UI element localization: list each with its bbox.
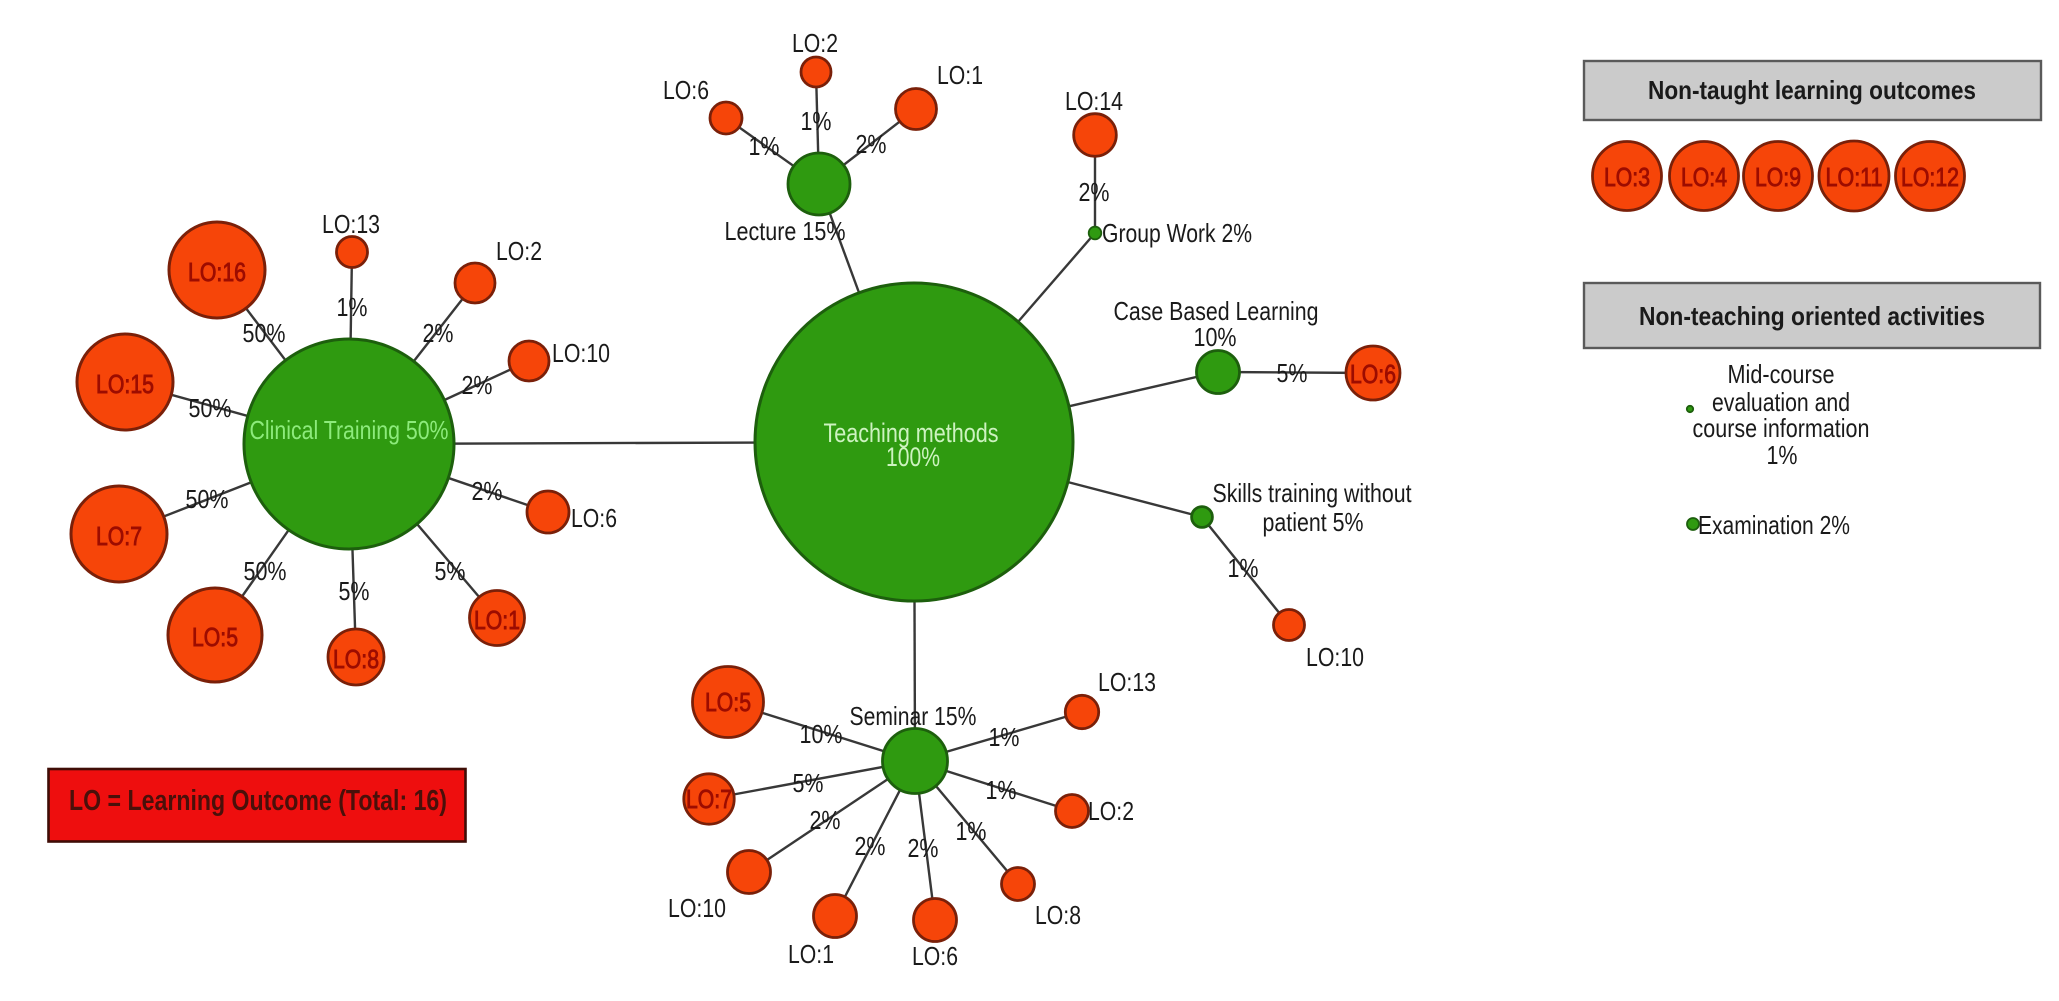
svg-text:2%: 2% xyxy=(810,805,841,835)
svg-text:LO:7: LO:7 xyxy=(96,521,142,551)
svg-text:Examination 2%: Examination 2% xyxy=(1698,510,1850,540)
svg-text:LO:8: LO:8 xyxy=(333,644,379,674)
svg-text:5%: 5% xyxy=(339,576,370,606)
svg-text:2%: 2% xyxy=(1079,177,1110,207)
svg-text:2%: 2% xyxy=(856,129,887,159)
svg-text:LO:10: LO:10 xyxy=(668,893,726,923)
svg-text:LO:13: LO:13 xyxy=(322,209,380,239)
svg-text:1%: 1% xyxy=(956,816,987,846)
svg-text:Clinical Training 50%: Clinical Training 50% xyxy=(250,415,449,445)
svg-text:LO:13: LO:13 xyxy=(1098,667,1156,697)
svg-text:LO:1: LO:1 xyxy=(474,605,520,635)
svg-text:LO:6: LO:6 xyxy=(663,75,709,105)
svg-text:LO:9: LO:9 xyxy=(1755,162,1801,192)
svg-text:2%: 2% xyxy=(908,833,939,863)
svg-text:LO:2: LO:2 xyxy=(496,236,542,266)
svg-text:50%: 50% xyxy=(186,484,229,514)
svg-text:LO:3: LO:3 xyxy=(1604,162,1650,192)
svg-text:1%: 1% xyxy=(989,722,1020,752)
svg-text:LO:6: LO:6 xyxy=(912,941,958,971)
svg-text:LO:10: LO:10 xyxy=(1306,642,1364,672)
svg-text:patient 5%: patient 5% xyxy=(1263,507,1364,537)
svg-text:LO:12: LO:12 xyxy=(1901,162,1959,192)
svg-text:5%: 5% xyxy=(435,556,466,586)
svg-text:LO:10: LO:10 xyxy=(552,338,610,368)
svg-text:1%: 1% xyxy=(1767,440,1798,470)
svg-text:10%: 10% xyxy=(800,719,843,749)
svg-text:2%: 2% xyxy=(462,370,493,400)
svg-text:LO:1: LO:1 xyxy=(937,60,983,90)
svg-text:LO:7: LO:7 xyxy=(686,784,732,814)
svg-text:Non-taught learning outcomes: Non-taught learning outcomes xyxy=(1648,75,1976,105)
svg-text:10%: 10% xyxy=(1194,322,1237,352)
svg-text:course information: course information xyxy=(1693,413,1870,443)
svg-text:Skills training without: Skills training without xyxy=(1213,478,1413,508)
svg-text:Group Work 2%: Group Work 2% xyxy=(1102,218,1252,248)
svg-text:1%: 1% xyxy=(337,292,368,322)
svg-text:LO:1: LO:1 xyxy=(788,939,834,969)
svg-text:Seminar 15%: Seminar 15% xyxy=(850,701,977,731)
svg-text:2%: 2% xyxy=(855,831,886,861)
svg-text:50%: 50% xyxy=(243,318,286,348)
svg-text:evaluation and: evaluation and xyxy=(1712,387,1850,417)
svg-text:Mid-course: Mid-course xyxy=(1728,359,1835,389)
svg-text:LO = Learning Outcome (Total:: LO = Learning Outcome (Total: 16) xyxy=(69,785,447,817)
svg-text:Teaching methods: Teaching methods xyxy=(824,418,999,448)
svg-text:2%: 2% xyxy=(472,476,503,506)
svg-text:Non-teaching oriented activiti: Non-teaching oriented activities xyxy=(1639,301,1985,331)
svg-text:LO:16: LO:16 xyxy=(188,257,246,287)
svg-text:50%: 50% xyxy=(189,393,232,423)
svg-text:LO:2: LO:2 xyxy=(1088,796,1134,826)
svg-text:LO:5: LO:5 xyxy=(192,622,238,652)
svg-text:LO:2: LO:2 xyxy=(792,28,838,58)
svg-text:2%: 2% xyxy=(423,318,454,348)
svg-text:LO:15: LO:15 xyxy=(96,369,154,399)
svg-text:1%: 1% xyxy=(986,775,1017,805)
svg-text:Lecture 15%: Lecture 15% xyxy=(725,216,846,246)
svg-text:LO:8: LO:8 xyxy=(1035,900,1081,930)
svg-text:5%: 5% xyxy=(1277,358,1308,388)
svg-text:1%: 1% xyxy=(1228,553,1259,583)
svg-text:5%: 5% xyxy=(793,768,824,798)
svg-text:100%: 100% xyxy=(886,442,940,472)
svg-text:Case Based Learning: Case Based Learning xyxy=(1114,296,1319,326)
svg-text:LO:14: LO:14 xyxy=(1065,86,1123,116)
svg-text:LO:4: LO:4 xyxy=(1681,162,1727,192)
svg-text:LO:6: LO:6 xyxy=(571,503,617,533)
svg-text:50%: 50% xyxy=(244,556,287,586)
svg-text:1%: 1% xyxy=(749,131,780,161)
svg-text:1%: 1% xyxy=(801,106,832,136)
svg-text:LO:5: LO:5 xyxy=(705,687,751,717)
svg-text:LO:11: LO:11 xyxy=(1826,162,1883,192)
svg-text:LO:6: LO:6 xyxy=(1350,359,1396,389)
